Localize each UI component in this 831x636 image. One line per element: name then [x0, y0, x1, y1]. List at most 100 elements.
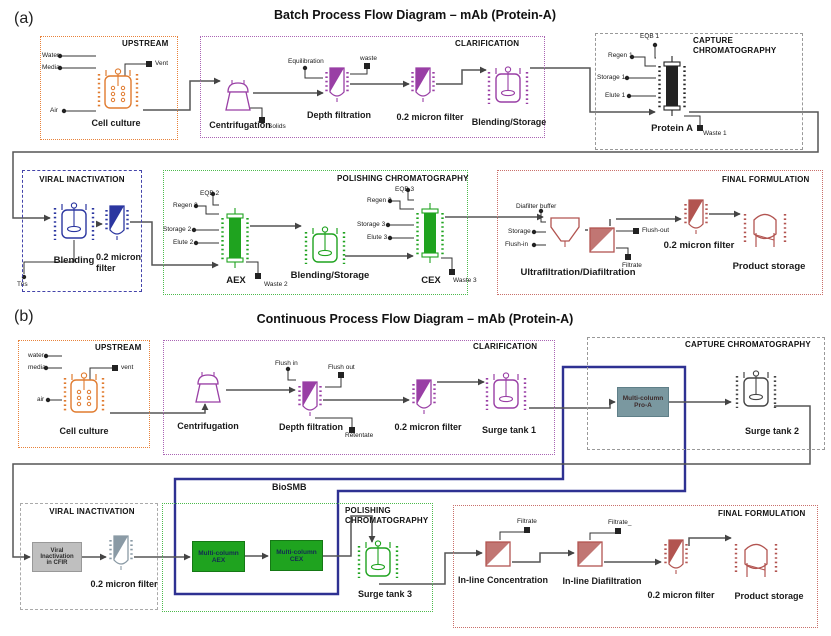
panel-b-marker: (b) — [14, 308, 34, 325]
header-final-b: FINAL FORMULATION — [718, 509, 806, 518]
stream-retentate-b: Retentate — [345, 432, 374, 439]
cfir-label-line3: in CFIR — [46, 560, 68, 566]
header-capture-b: CAPTURE CHROMATOGRAPHY — [685, 340, 811, 349]
cex-label-line1: Multi-column — [276, 548, 317, 556]
label-surge-tank-1: Surge tank 1 — [481, 425, 537, 435]
output-pins — [112, 61, 703, 534]
stream-waste3: Waste 3 — [453, 277, 477, 284]
label-micron-filter-clarif-b: 0.2 micron filter — [394, 422, 462, 432]
panel-a-title: Batch Process Flow Diagram – mAb (Protei… — [273, 8, 557, 22]
header-final-a: FINAL FORMULATION — [722, 175, 810, 184]
section-final-formulation-b — [453, 505, 818, 628]
stream-vent-a: Vent — [155, 60, 169, 67]
header-clarification-b: CLARIFICATION — [473, 342, 538, 351]
label-ultrafiltration-diafiltration: Ultrafiltration/Diafiltration — [520, 267, 636, 278]
multi-column-pro-a-unit: Multi-column Pro-A — [617, 387, 669, 417]
label-surge-tank-2: Surge tank 2 — [744, 426, 800, 436]
multi-column-aex-unit: Multi-column AEX — [192, 541, 245, 572]
label-blending-storage-a2: Blending/Storage — [290, 270, 370, 281]
header-clarification-a: CLARIFICATION — [455, 39, 520, 48]
label-micron-filter-viral-a-line2: filter — [96, 263, 116, 273]
stream-filtrate-b2: Filtrate_ — [608, 519, 632, 526]
stream-flush-in-b: Flush in — [275, 360, 298, 367]
header-upstream-a: UPSTREAM — [122, 39, 169, 48]
stream-solids-a: Solids — [268, 123, 286, 130]
label-protein-a: Protein A — [651, 123, 693, 134]
stream-regen1: Regen 1 — [608, 52, 633, 59]
label-aex: AEX — [226, 275, 246, 286]
panel-a-marker: (a) — [14, 10, 34, 27]
header-upstream-b: UPSTREAM — [95, 343, 142, 352]
stream-eqb1: EQB 1 — [640, 33, 660, 40]
pro-a-label-line2: Pro-A — [634, 402, 652, 409]
cfir-label-line1: Viral — [50, 548, 64, 554]
stream-flush-in-a: Flush-in — [505, 241, 529, 248]
label-depth-filtration-b: Depth filtration — [279, 422, 343, 432]
aex-label-line1: Multi-column — [198, 549, 239, 557]
stream-filtrate-a: Filtrate — [622, 262, 642, 269]
label-biosmb: BioSMB — [272, 482, 307, 492]
viral-inactivation-cfir-unit: Viral Inactivation in CFIR — [32, 542, 82, 572]
section-polishing-a — [163, 170, 468, 295]
label-micron-filter-viral-a-line1: 0.2 micron — [96, 252, 142, 262]
input-pins — [21, 42, 658, 403]
stream-waste-clarif-a: waste — [360, 55, 377, 62]
header-polishing-b-line1: POLISHING — [345, 506, 391, 515]
stream-vent-b: vent — [121, 364, 134, 371]
stream-elute1: Elute 1 — [605, 92, 626, 99]
stream-elute2: Elute 2 — [173, 239, 194, 246]
biosmb-boundary — [173, 365, 687, 596]
section-viral-inactivation-b — [20, 503, 158, 610]
header-capture-a-line1: CAPTURE — [693, 36, 734, 45]
header-polishing-a: POLISHING CHROMATOGRAPHY — [337, 174, 469, 183]
multi-column-cex-unit: Multi-column CEX — [270, 540, 323, 571]
stream-elute3: Elute 3 — [367, 234, 388, 241]
label-surge-tank-3: Surge tank 3 — [357, 589, 413, 599]
header-capture-a-line2: CHROMATOGRAPHY — [693, 46, 777, 55]
section-upstream-b — [18, 340, 150, 448]
stream-waste2: Waste 2 — [264, 281, 288, 288]
stream-storage2: Storage 2 — [163, 226, 192, 233]
label-micron-filter-clarif-a: 0.2 micron filter — [396, 112, 464, 122]
stream-storage3: Storage 3 — [357, 221, 386, 228]
cex-label-line2: CEX — [289, 555, 304, 563]
header-viral-a: VIRAL INACTIVATION — [39, 175, 125, 184]
label-cex: CEX — [421, 275, 441, 286]
section-capture-b — [587, 337, 825, 450]
label-micron-filter-viral-b: 0.2 micron filter — [90, 579, 158, 589]
aex-label-line2: AEX — [211, 556, 226, 564]
stream-air-b: air — [37, 396, 45, 403]
stream-tris-a: Tris — [17, 281, 28, 288]
section-final-formulation-a — [497, 170, 823, 295]
stream-filtrate-b1: Filtrate — [517, 518, 537, 525]
stream-regen3: Regen 3 — [367, 197, 392, 204]
section-clarification-b — [163, 340, 555, 455]
label-centrifugation-b: Centrifugation — [177, 421, 239, 431]
stream-eqb2: EQB 2 — [200, 190, 220, 197]
label-product-storage-a: Product storage — [732, 261, 806, 272]
header-viral-b: VIRAL INACTIVATION — [49, 507, 135, 516]
label-micron-filter-final-b: 0.2 micron filter — [647, 590, 715, 600]
stream-stubs — [23, 47, 701, 540]
label-blending-storage-a: Blending/Storage — [471, 117, 547, 127]
section-capture-a — [595, 33, 803, 150]
section-clarification-a — [200, 36, 545, 138]
cfir-label-line2: Inactivation — [40, 554, 74, 560]
section-upstream-a — [40, 36, 178, 140]
stream-storage1: Storage 1 — [597, 74, 626, 81]
stream-equilibration-a: Equilibration — [288, 58, 324, 65]
stream-air-a: Air — [50, 107, 58, 114]
label-blending-a: Blending — [53, 255, 95, 266]
section-polishing-b — [162, 503, 433, 612]
header-polishing-b-line2: CHROMATOGRAPHY — [345, 516, 429, 525]
stream-flush-out-a: Flush-out — [642, 227, 670, 234]
label-centrifugation-a: Centrifugation — [209, 120, 271, 130]
label-cell-culture-a: Cell culture — [91, 118, 141, 128]
stream-diafilter-buffer: Diafilter buffer — [516, 203, 557, 210]
label-inline-diafiltration: In-line Diafiltration — [562, 576, 642, 586]
stream-flush-out-b: Flush out — [328, 364, 355, 371]
label-depth-filtration-a: Depth filtration — [307, 110, 371, 120]
section-viral-inactivation-a — [22, 170, 142, 292]
stream-water-a: Water — [42, 52, 60, 59]
label-cell-culture-b: Cell culture — [59, 426, 109, 436]
